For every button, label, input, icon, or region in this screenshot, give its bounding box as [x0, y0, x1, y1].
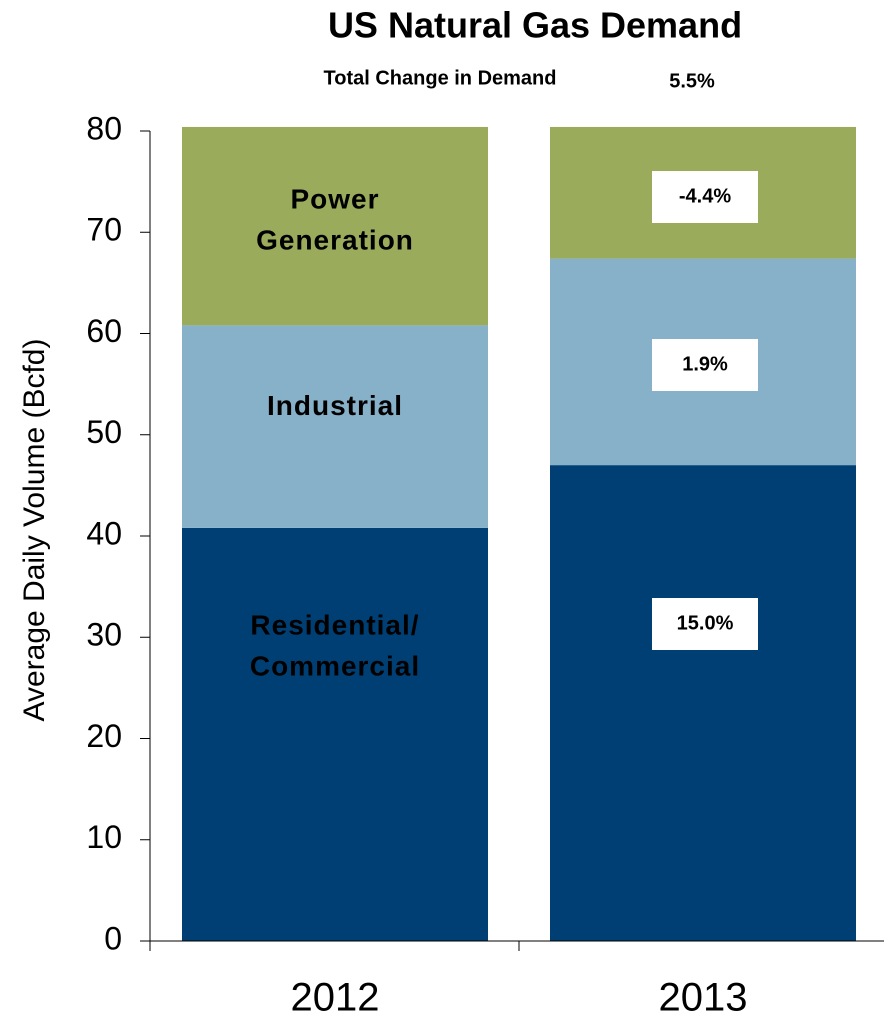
label-box	[652, 171, 758, 223]
y-tick-label: 10	[86, 819, 122, 855]
y-tick-label: 60	[86, 313, 122, 349]
bar-segment	[182, 325, 488, 528]
y-tick-label: 30	[86, 617, 122, 653]
x-tick-label: 2013	[659, 976, 748, 1020]
label-box	[652, 339, 758, 391]
label-box	[652, 598, 758, 650]
series-label: Power Generation	[256, 184, 414, 256]
y-tick-label: 70	[86, 212, 122, 248]
subtitle: Total Change in Demand	[324, 67, 557, 89]
bar-segment	[182, 527, 488, 941]
y-axis-label: Average Daily Volume (Bcfd)	[18, 339, 51, 722]
bar-segment	[550, 465, 856, 941]
y-tick-label: 50	[86, 414, 122, 450]
change-label: -4.4%	[679, 185, 731, 207]
change-label: 15.0%	[677, 612, 734, 634]
series-label: Industrial	[267, 390, 403, 421]
change-label: 1.9%	[682, 353, 728, 375]
y-tick-label: 40	[86, 515, 122, 551]
y-tick-label: 0	[104, 920, 122, 956]
chart-title: US Natural Gas Demand	[328, 5, 742, 46]
y-tick-label: 20	[86, 718, 122, 754]
bar-segment	[182, 126, 488, 326]
series-label: Residential/Commercial	[250, 610, 420, 682]
y-tick-label: 80	[86, 110, 122, 146]
x-tick-label: 2012	[291, 976, 380, 1020]
total-change: 5.5%	[669, 70, 715, 92]
